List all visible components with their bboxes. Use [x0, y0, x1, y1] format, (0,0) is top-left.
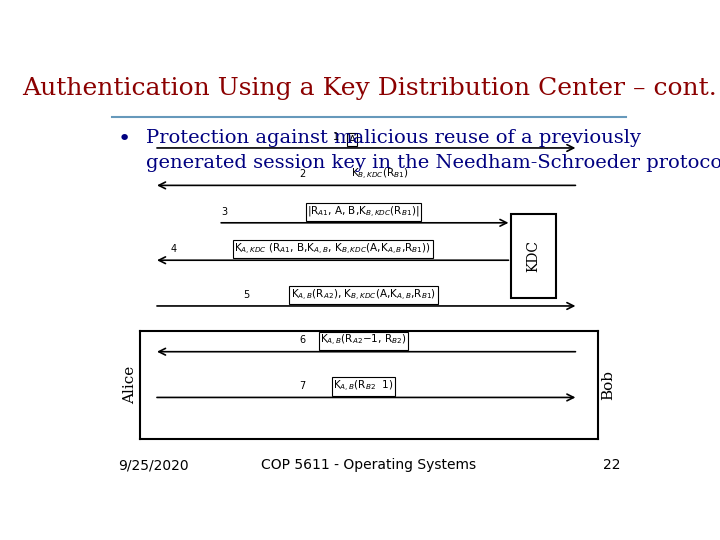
- Text: K$_{A,B}$(R$_{A2}$−1, R$_{B2}$): K$_{A,B}$(R$_{A2}$−1, R$_{B2}$): [320, 333, 407, 348]
- Text: Bob: Bob: [600, 370, 615, 400]
- Text: Protection against malicious reuse of a previously: Protection against malicious reuse of a …: [145, 129, 641, 147]
- Text: 6: 6: [300, 335, 305, 346]
- Text: COP 5611 - Operating Systems: COP 5611 - Operating Systems: [261, 458, 477, 472]
- Text: 2: 2: [300, 169, 305, 179]
- Text: K$_{A,KDC}$ (R$_{A1}$, B,K$_{A,B}$, K$_{B,KDC}$(A,K$_{A,B}$,R$_{B1}$)): K$_{A,KDC}$ (R$_{A1}$, B,K$_{A,B}$, K$_{…: [235, 242, 431, 257]
- Text: Authentication Using a Key Distribution Center – cont.: Authentication Using a Key Distribution …: [22, 77, 716, 100]
- Text: |R$_{A1}$, A, B,K$_{B,KDC}$(R$_{B1}$)|: |R$_{A1}$, A, B,K$_{B,KDC}$(R$_{B1}$)|: [307, 205, 420, 219]
- Text: K$_{A,B}$(R$_{A2}$), K$_{B,KDC}$(A,K$_{A,B}$,R$_{B1}$): K$_{A,B}$(R$_{A2}$), K$_{B,KDC}$(A,K$_{A…: [291, 287, 436, 302]
- Text: K$_{B,KDC}$(R$_{B1}$): K$_{B,KDC}$(R$_{B1}$): [351, 167, 409, 182]
- Text: KDC: KDC: [526, 240, 541, 272]
- Text: Alice: Alice: [123, 366, 138, 404]
- Text: 9/25/2020: 9/25/2020: [118, 458, 189, 472]
- Text: 22: 22: [603, 458, 620, 472]
- Text: 5: 5: [243, 290, 250, 300]
- Text: 7: 7: [300, 381, 305, 391]
- Text: generated session key in the Needham-Schroeder protocol.: generated session key in the Needham-Sch…: [145, 154, 720, 172]
- Text: •: •: [118, 129, 131, 149]
- Text: K$_{A,B}$(R$_{B2}$  1): K$_{A,B}$(R$_{B2}$ 1): [333, 379, 394, 394]
- Text: 1: 1: [333, 132, 339, 141]
- Text: 4: 4: [171, 244, 177, 254]
- Text: A: A: [348, 134, 356, 145]
- Bar: [511, 214, 556, 298]
- Text: 3: 3: [221, 207, 228, 217]
